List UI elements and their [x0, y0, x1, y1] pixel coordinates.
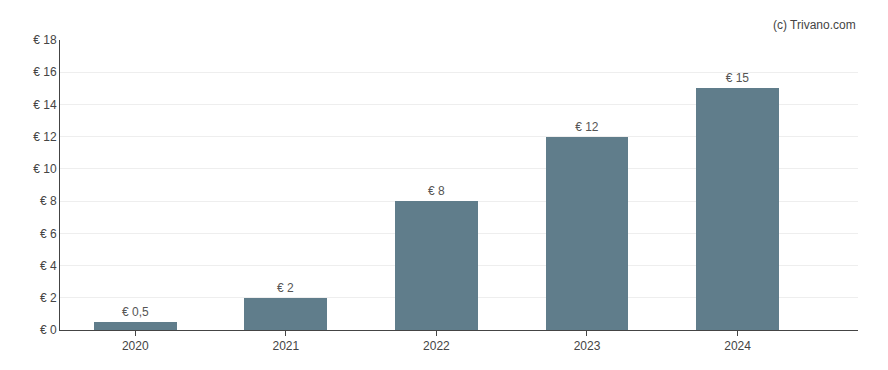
svg-text:€ 0,5: € 0,5	[122, 305, 149, 319]
svg-text:€ 2: € 2	[40, 291, 57, 305]
svg-text:2021: 2021	[272, 339, 299, 353]
svg-text:2024: 2024	[724, 339, 751, 353]
svg-text:2023: 2023	[574, 339, 601, 353]
svg-text:€ 2: € 2	[277, 281, 294, 295]
svg-text:€ 12: € 12	[33, 130, 57, 144]
svg-text:2022: 2022	[423, 339, 450, 353]
svg-text:(c) Trivano.com: (c) Trivano.com	[773, 18, 856, 32]
svg-text:€ 14: € 14	[33, 98, 57, 112]
svg-text:€ 8: € 8	[40, 194, 57, 208]
svg-text:€ 8: € 8	[428, 184, 445, 198]
svg-text:€ 18: € 18	[33, 33, 57, 47]
svg-text:€ 10: € 10	[33, 162, 57, 176]
svg-text:€ 6: € 6	[40, 227, 57, 241]
svg-text:€ 15: € 15	[726, 71, 750, 85]
svg-text:2020: 2020	[122, 339, 149, 353]
svg-text:€ 4: € 4	[40, 259, 57, 273]
svg-text:€ 16: € 16	[33, 65, 57, 79]
svg-text:€ 0: € 0	[40, 323, 57, 337]
svg-text:€ 12: € 12	[575, 120, 599, 134]
